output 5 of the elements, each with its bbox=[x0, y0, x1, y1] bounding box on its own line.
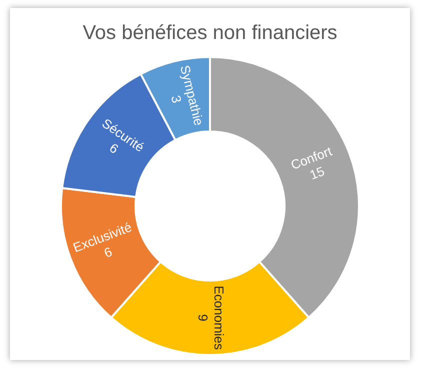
data-label: 3 bbox=[168, 94, 185, 104]
slice-label: Economies bbox=[211, 286, 226, 350]
data-label: 15 bbox=[308, 163, 326, 183]
chart-title: Vos bénéfices non financiers bbox=[82, 22, 338, 45]
data-label: 9 bbox=[195, 314, 210, 322]
